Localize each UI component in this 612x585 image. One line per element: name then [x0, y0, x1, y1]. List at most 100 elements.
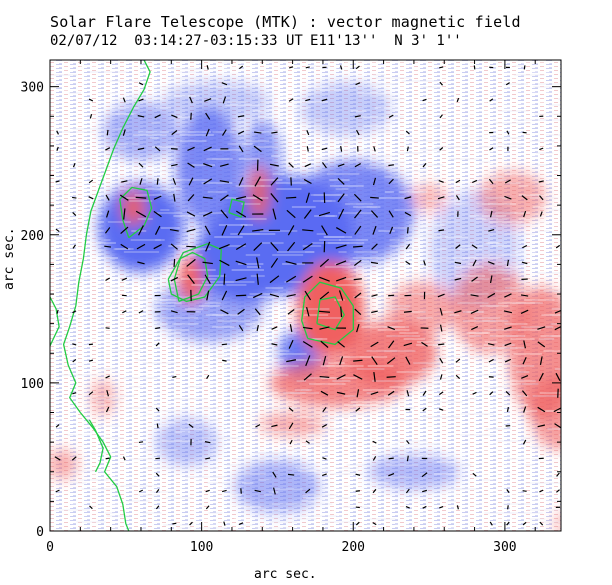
- field-vector: [286, 294, 296, 297]
- field-vector: [554, 325, 561, 331]
- field-vector: [353, 359, 363, 362]
- field-vector: [272, 487, 276, 495]
- field-vector: [439, 506, 444, 509]
- field-vector: [505, 391, 511, 396]
- field-vector: [454, 277, 462, 281]
- field-vector: [487, 292, 496, 299]
- field-vector: [338, 208, 345, 220]
- contour-line-0: [62, 60, 151, 531]
- field-vector: [439, 114, 443, 119]
- field-vector: [537, 424, 546, 428]
- field-vector: [504, 293, 512, 298]
- field-vector: [204, 98, 212, 102]
- field-vector: [171, 114, 178, 119]
- field-vector: [555, 372, 561, 381]
- field-vector: [56, 130, 59, 135]
- field-vector: [337, 341, 345, 348]
- field-vector: [135, 210, 147, 218]
- field-vector: [55, 180, 60, 183]
- field-vector: [89, 505, 93, 510]
- field-vector: [335, 244, 347, 249]
- field-vector: [387, 326, 396, 331]
- field-vector: [371, 243, 378, 250]
- field-vector: [388, 178, 394, 185]
- field-vector: [188, 423, 194, 428]
- positive-region-2: [269, 359, 407, 407]
- field-vector: [318, 211, 330, 217]
- field-vector: [237, 308, 245, 315]
- field-vector: [122, 129, 126, 136]
- field-vector: [205, 128, 210, 137]
- field-vector: [355, 407, 361, 412]
- field-vector: [104, 245, 112, 248]
- field-vector: [321, 162, 327, 169]
- field-vector: [204, 441, 211, 444]
- field-vector: [238, 522, 244, 525]
- field-vector: [155, 457, 161, 460]
- field-vector: [339, 65, 343, 70]
- field-vector: [119, 194, 129, 201]
- field-vector: [555, 244, 561, 249]
- field-vector: [504, 326, 512, 330]
- field-vector: [337, 163, 345, 167]
- field-vector: [523, 340, 527, 349]
- field-vector: [370, 196, 379, 199]
- field-vector: [353, 193, 362, 202]
- field-vector: [56, 146, 59, 151]
- field-vector: [286, 209, 296, 219]
- field-vector: [55, 489, 60, 493]
- field-vector: [523, 210, 527, 218]
- chart-title: Solar Flare Telescope (MTK) : vector mag…: [50, 13, 521, 31]
- positive-region-13: [50, 449, 78, 480]
- field-vector: [489, 210, 493, 218]
- field-vector: [55, 424, 60, 428]
- field-vector: [256, 273, 259, 285]
- field-vector: [322, 457, 327, 460]
- field-vector: [237, 225, 245, 236]
- field-vector: [154, 225, 161, 235]
- field-vector: [438, 391, 444, 396]
- field-vector: [403, 342, 413, 347]
- field-vector: [405, 130, 410, 135]
- field-vector: [539, 211, 543, 217]
- field-vector: [138, 225, 144, 236]
- negative-region-14: [300, 82, 392, 136]
- field-vector: [354, 308, 362, 316]
- negative-region-8: [163, 80, 270, 123]
- field-vector: [252, 229, 264, 232]
- field-vector: [388, 210, 394, 218]
- field-vector: [422, 98, 427, 102]
- field-vector: [253, 145, 262, 153]
- field-vector: [523, 65, 526, 70]
- field-vector: [370, 391, 379, 396]
- field-vector: [340, 306, 343, 318]
- field-vector: [153, 195, 162, 200]
- field-vector: [122, 97, 126, 103]
- y-tick-label-200: 200: [21, 229, 44, 244]
- field-vector: [320, 390, 329, 396]
- field-vector: [105, 147, 111, 151]
- field-vector: [422, 407, 427, 412]
- field-vector: [172, 522, 177, 525]
- field-vector: [337, 178, 345, 185]
- field-vector: [138, 310, 144, 314]
- field-vector: [406, 146, 409, 152]
- field-vector: [202, 196, 213, 199]
- field-vector: [406, 440, 410, 445]
- field-vector: [205, 112, 211, 120]
- field-vector: [218, 243, 230, 250]
- field-vector: [138, 489, 144, 493]
- field-vector: [506, 489, 510, 494]
- positive-region-12: [410, 182, 448, 213]
- field-vector: [505, 82, 510, 86]
- field-vector: [172, 177, 177, 185]
- field-vector: [270, 257, 279, 268]
- field-vector: [270, 177, 279, 186]
- field-vector: [220, 309, 229, 315]
- field-vector: [338, 290, 344, 301]
- field-vector: [235, 210, 247, 218]
- field-vector: [88, 391, 94, 396]
- contour-line-4: [301, 281, 354, 346]
- field-vector: [137, 261, 145, 265]
